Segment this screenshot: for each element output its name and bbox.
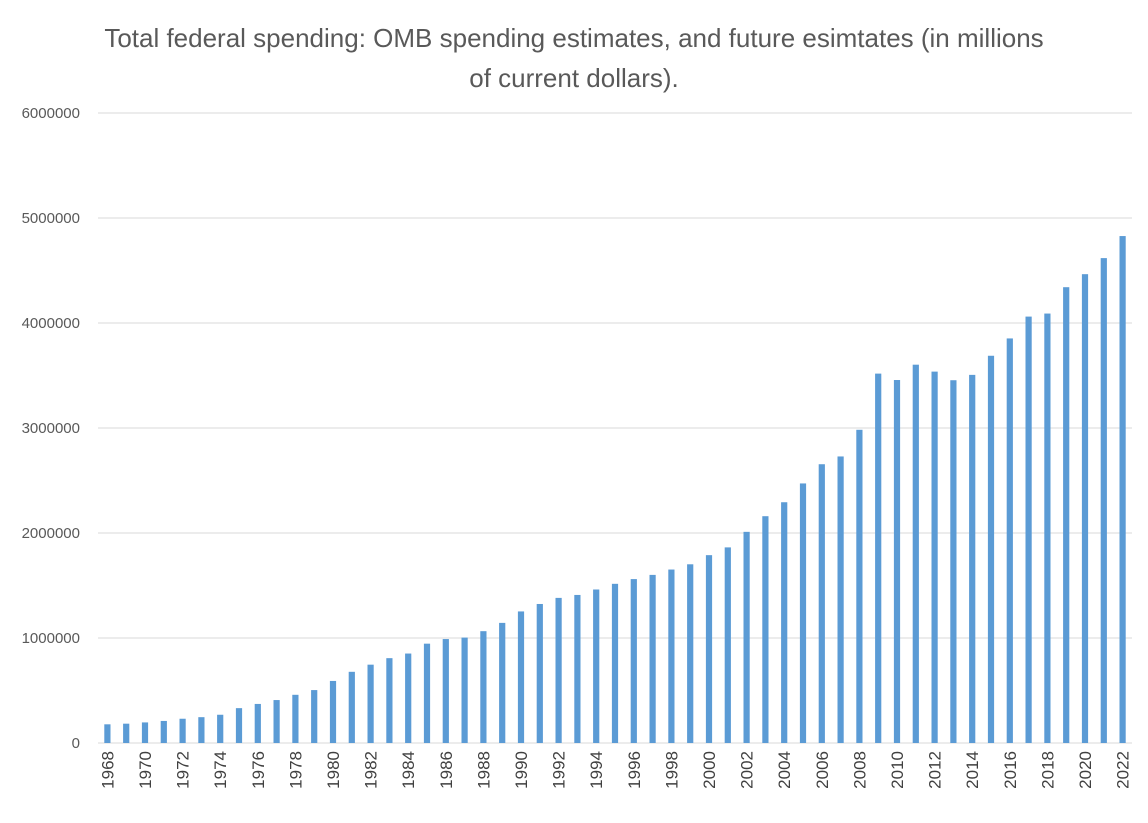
bar-1974	[217, 714, 224, 743]
y-tick-label: 5000000	[22, 210, 80, 227]
x-tick-label: 2006	[813, 751, 832, 789]
bar-2016	[1006, 338, 1013, 743]
bar-2009	[875, 373, 882, 743]
bar-1988	[480, 631, 487, 743]
bar-1972	[179, 718, 186, 743]
x-tick-label: 2012	[926, 751, 945, 789]
bar-1999	[687, 564, 694, 743]
x-tick-label: 1992	[550, 751, 569, 789]
bar-1981	[348, 671, 355, 743]
bar-1975	[235, 708, 243, 743]
x-tick-label: 2014	[963, 751, 982, 789]
bar-1970	[141, 722, 149, 743]
x-tick-label: 1976	[249, 751, 268, 789]
y-tick-label: 6000000	[22, 105, 80, 122]
y-axis: 0 1000000 2000000 3000000 4000000 5000000 6000…	[22, 105, 80, 752]
bar-1979	[311, 690, 318, 743]
bar-2017	[1025, 316, 1032, 743]
chart-title: Total federal spending: OMB spending est…	[104, 23, 1044, 93]
bar-2013	[950, 380, 957, 743]
bar-1998	[668, 569, 675, 743]
y-tick-label: 3000000	[22, 420, 80, 437]
bar-2005	[799, 483, 807, 743]
y-tick-label: 0	[72, 735, 80, 752]
bar-2001	[724, 547, 731, 743]
x-tick-label: 1980	[324, 751, 343, 789]
x-tick-label: 1968	[98, 751, 117, 789]
x-tick-label: 2000	[700, 751, 719, 789]
bar-1992	[555, 597, 562, 743]
x-axis: 1968 1970 1972 1974 1976 1978 1980 1982 1984 1986…	[98, 751, 1132, 789]
x-tick-label: 1994	[587, 751, 606, 789]
x-tick-label: 1988	[474, 751, 493, 789]
y-tick-label: 1000000	[22, 630, 80, 647]
bar-2018	[1044, 313, 1051, 743]
x-tick-label: 1982	[362, 751, 381, 789]
bar-1973	[198, 717, 205, 743]
x-tick-label: 1996	[625, 751, 644, 789]
bar-1991	[536, 603, 543, 743]
bar-1994	[593, 589, 600, 743]
bar-2007	[837, 456, 844, 743]
x-tick-label: 1978	[286, 751, 305, 789]
bars	[104, 236, 1126, 743]
bar-2002	[743, 531, 750, 743]
bar-2004	[781, 502, 788, 743]
bar-2012	[931, 371, 938, 743]
bar-2021	[1100, 258, 1107, 743]
bar-1983	[386, 658, 393, 743]
bar-1968	[104, 724, 111, 743]
x-tick-label: 1972	[174, 751, 193, 789]
gridlines	[98, 112, 1132, 744]
x-tick-label: 1998	[662, 751, 681, 789]
x-tick-label: 2008	[850, 751, 869, 789]
bar-1976	[254, 703, 261, 743]
x-tick-label: 2022	[1114, 751, 1133, 789]
bar-1990	[517, 611, 525, 743]
x-tick-label: 1986	[437, 751, 456, 789]
bar-1995	[611, 583, 619, 743]
x-tick-label: 1990	[512, 751, 531, 789]
x-tick-label: 1984	[399, 751, 418, 789]
x-tick-label: 1974	[211, 751, 230, 789]
bar-1977	[273, 700, 280, 743]
bar-1984	[405, 653, 412, 743]
x-tick-label: 2004	[775, 751, 794, 789]
y-tick-label: 2000000	[22, 525, 80, 542]
bar-1985	[423, 643, 431, 743]
bar-1987	[461, 637, 468, 743]
y-tick-label: 4000000	[22, 315, 80, 332]
bar-1989	[499, 622, 506, 743]
bar-2019	[1063, 287, 1070, 743]
bar-1997	[649, 574, 656, 743]
bar-2006	[818, 464, 825, 743]
bar-2015	[987, 355, 995, 743]
bar-2020	[1081, 274, 1089, 743]
bar-1993	[574, 594, 581, 743]
bar-1969	[123, 723, 130, 743]
bar-2011	[912, 364, 919, 743]
x-tick-label: 2002	[738, 751, 757, 789]
bar-2000	[705, 555, 713, 743]
bar-2022	[1119, 236, 1126, 743]
x-tick-label: 1970	[136, 751, 155, 789]
x-tick-label: 2018	[1038, 751, 1057, 789]
bar-2014	[969, 374, 976, 743]
bar-2008	[856, 429, 863, 743]
bar-2010	[893, 380, 901, 743]
bar-1971	[160, 720, 167, 743]
bar-2003	[762, 516, 769, 743]
bar-1996	[630, 579, 637, 743]
x-tick-label: 2016	[1001, 751, 1020, 789]
x-tick-label: 2020	[1076, 751, 1095, 789]
bar-1982	[367, 664, 374, 743]
bar-1978	[292, 694, 299, 743]
x-tick-label: 2010	[888, 751, 907, 789]
bar-1986	[442, 639, 449, 743]
bar-1980	[329, 680, 337, 743]
